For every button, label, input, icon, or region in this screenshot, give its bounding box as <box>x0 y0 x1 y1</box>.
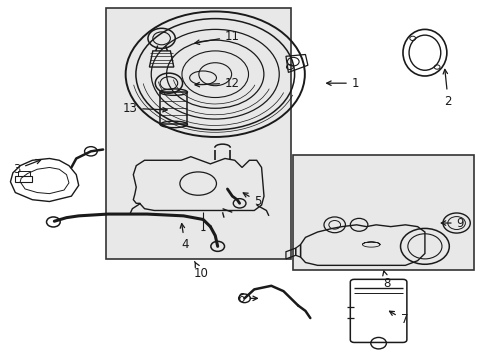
Text: 8: 8 <box>382 271 390 291</box>
Bar <box>293 155 473 270</box>
Text: 3: 3 <box>13 159 41 176</box>
Text: 1: 1 <box>326 77 359 90</box>
Text: 9: 9 <box>440 216 463 230</box>
Text: 5: 5 <box>243 193 261 208</box>
Bar <box>293 155 473 270</box>
Text: 11: 11 <box>195 30 240 44</box>
Text: 7: 7 <box>389 311 407 327</box>
Text: 6: 6 <box>237 292 257 305</box>
Text: 4: 4 <box>180 224 188 251</box>
Text: 2: 2 <box>442 69 451 108</box>
Text: 10: 10 <box>193 261 208 280</box>
Text: 13: 13 <box>122 102 167 115</box>
Bar <box>160 92 187 125</box>
Text: 12: 12 <box>195 77 240 90</box>
Bar <box>105 8 290 259</box>
Bar <box>105 8 290 259</box>
